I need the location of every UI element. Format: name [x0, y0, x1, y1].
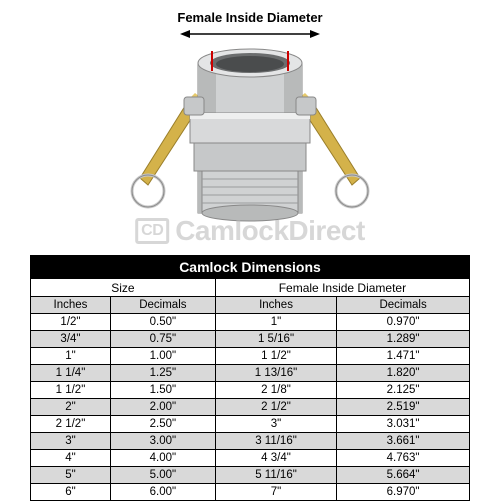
table-cell: 1.471": [337, 348, 470, 365]
table-row: 1"1.00"1 1/2"1.471": [31, 348, 470, 365]
table-cell: 3": [215, 416, 336, 433]
table-cell: 1 5/16": [215, 331, 336, 348]
table-cell: 5 11/16": [215, 467, 336, 484]
table-cell: 3": [31, 433, 111, 450]
watermark: CD CamlockDirect: [135, 215, 365, 247]
table-cell: 5": [31, 467, 111, 484]
watermark-logo-icon: CD: [135, 218, 169, 244]
table-cell: 2 1/2": [215, 399, 336, 416]
table-row: 1/2"0.50"1"0.970": [31, 314, 470, 331]
table-cell: 2": [31, 399, 111, 416]
sub-header: Decimals: [337, 297, 470, 314]
table-cell: 0.970": [337, 314, 470, 331]
table-cell: 2.50": [110, 416, 215, 433]
table-cell: 1 1/2": [215, 348, 336, 365]
table-cell: 1 1/4": [31, 365, 111, 382]
dimensions-table: Camlock Dimensions Size Female Inside Di…: [30, 255, 470, 501]
figure-area: Female Inside Diameter: [0, 0, 500, 245]
table-cell: 1": [31, 348, 111, 365]
table-cell: 1": [215, 314, 336, 331]
table-cell: 1/2": [31, 314, 111, 331]
table-cell: 4.763": [337, 450, 470, 467]
table-cell: 3.00": [110, 433, 215, 450]
table-cell: 1.50": [110, 382, 215, 399]
dimension-arrow: [180, 27, 320, 41]
table-cell: 2.00": [110, 399, 215, 416]
table-row: 1 1/4"1.25"1 13/16"1.820": [31, 365, 470, 382]
table-body: 1/2"0.50"1"0.970"3/4"0.75"1 5/16"1.289"1…: [31, 314, 470, 501]
table-row: 3/4"0.75"1 5/16"1.289": [31, 331, 470, 348]
table-cell: 4.00": [110, 450, 215, 467]
table-row: 1 1/2"1.50"2 1/8"2.125": [31, 382, 470, 399]
table-row: 2 1/2"2.50"3"3.031": [31, 416, 470, 433]
table-row: 6"6.00"7"6.970": [31, 484, 470, 501]
table-cell: 6.970": [337, 484, 470, 501]
table-title: Camlock Dimensions: [31, 256, 470, 279]
table-cell: 3.031": [337, 416, 470, 433]
table-cell: 0.50": [110, 314, 215, 331]
group-header-fid: Female Inside Diameter: [215, 279, 469, 297]
sub-header: Inches: [31, 297, 111, 314]
figure-label: Female Inside Diameter: [177, 10, 322, 25]
table-cell: 1 1/2": [31, 382, 111, 399]
table-cell: 2.125": [337, 382, 470, 399]
table-cell: 2.519": [337, 399, 470, 416]
table-cell: 1.289": [337, 331, 470, 348]
table-cell: 3 11/16": [215, 433, 336, 450]
table-row: 2"2.00"2 1/2"2.519": [31, 399, 470, 416]
table-cell: 2 1/8": [215, 382, 336, 399]
table-cell: 7": [215, 484, 336, 501]
table-cell: 2 1/2": [31, 416, 111, 433]
table-cell: 3.661": [337, 433, 470, 450]
table-cell: 1.820": [337, 365, 470, 382]
group-header-size: Size: [31, 279, 216, 297]
sub-header: Inches: [215, 297, 336, 314]
table-cell: 6": [31, 484, 111, 501]
table-row: 4"4.00"4 3/4"4.763": [31, 450, 470, 467]
table-cell: 1.00": [110, 348, 215, 365]
table-cell: 3/4": [31, 331, 111, 348]
camlock-illustration: [120, 43, 380, 233]
watermark-text: CamlockDirect: [175, 215, 365, 247]
sub-header: Decimals: [110, 297, 215, 314]
table-cell: 0.75": [110, 331, 215, 348]
table-row: 5"5.00"5 11/16"5.664": [31, 467, 470, 484]
table-cell: 5.00": [110, 467, 215, 484]
table-cell: 4": [31, 450, 111, 467]
table-cell: 6.00": [110, 484, 215, 501]
table-row: 3"3.00"3 11/16"3.661": [31, 433, 470, 450]
dimensions-table-container: Camlock Dimensions Size Female Inside Di…: [30, 255, 470, 501]
table-cell: 5.664": [337, 467, 470, 484]
table-cell: 1.25": [110, 365, 215, 382]
table-cell: 1 13/16": [215, 365, 336, 382]
table-cell: 4 3/4": [215, 450, 336, 467]
